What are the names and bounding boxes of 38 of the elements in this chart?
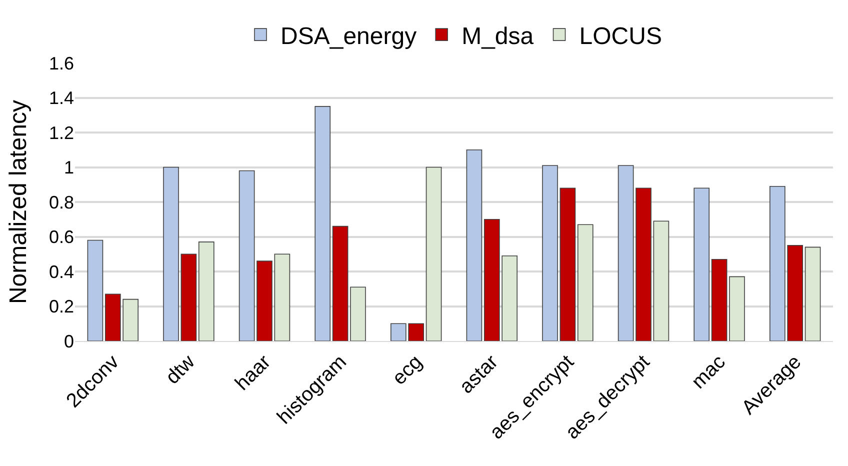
- bar: [694, 188, 710, 341]
- bar: [314, 106, 331, 341]
- y-tick-label: 0.2: [48, 296, 74, 317]
- bar: [711, 258, 728, 341]
- bar: [180, 254, 197, 341]
- y-tick-label: 0.8: [48, 192, 74, 212]
- bar: [332, 226, 348, 341]
- bar: [87, 240, 104, 341]
- bar: [163, 166, 179, 341]
- bar: [466, 149, 482, 341]
- y-tick-label: 0.4: [48, 262, 74, 282]
- bar: [274, 254, 290, 341]
- bar: [804, 246, 821, 341]
- legend-label: DSA_energy: [280, 22, 417, 50]
- y-tick-label: 1.6: [48, 53, 74, 74]
- legend-label: M_dsa: [462, 22, 534, 50]
- x-tick-label: dtw: [162, 350, 200, 389]
- bar: [729, 276, 745, 341]
- bar: [350, 286, 366, 341]
- y-tick-label: 1.2: [48, 122, 74, 143]
- y-tick-label: 1: [64, 158, 74, 178]
- bar: [198, 242, 214, 341]
- bar: [426, 166, 442, 341]
- y-tick-label: 0: [64, 331, 74, 352]
- bar: [653, 220, 670, 341]
- legend-label: LOCUS: [579, 22, 662, 50]
- bar: [542, 165, 558, 341]
- y-tick-label: 1.4: [48, 88, 74, 108]
- bar: [256, 260, 272, 341]
- bar: [577, 224, 594, 341]
- x-tick-label: mac: [688, 351, 730, 394]
- bar: [560, 188, 576, 341]
- bar: [636, 188, 652, 341]
- bar: [618, 165, 634, 341]
- bar: [238, 170, 255, 341]
- y-axis-title: Normalized latency: [5, 100, 32, 304]
- y-tick-label: 0.6: [48, 227, 74, 248]
- x-tick-label: ecg: [388, 351, 427, 390]
